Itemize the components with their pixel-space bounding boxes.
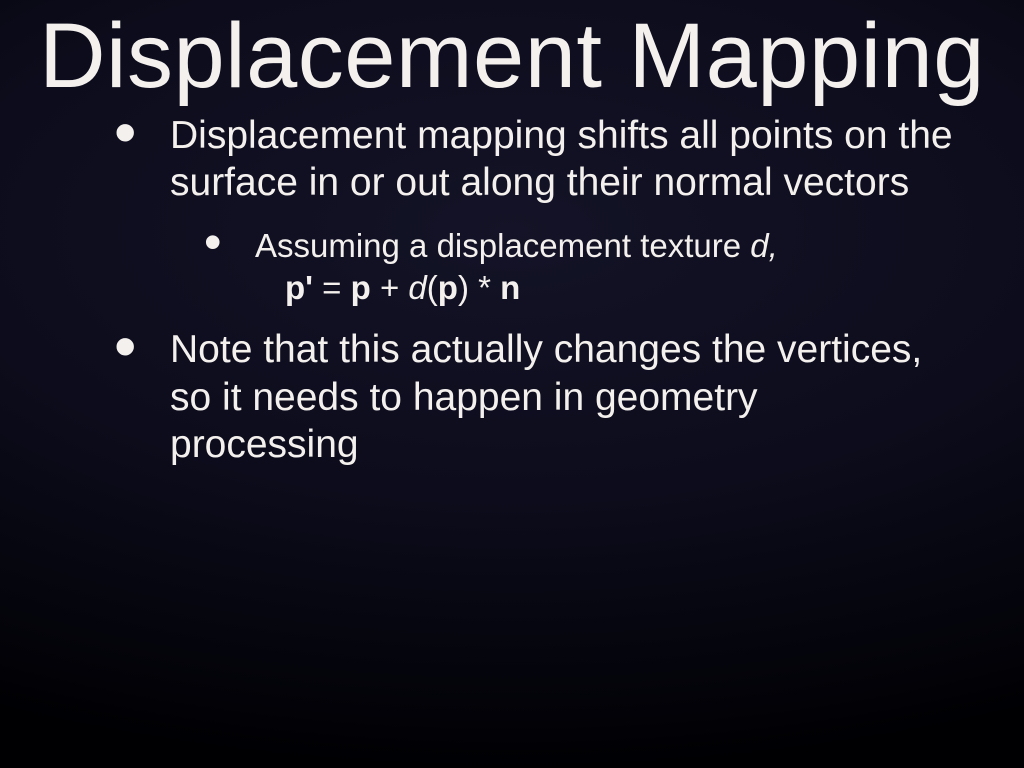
formula-p-arg: p bbox=[438, 269, 458, 306]
formula-line: p' = p + d(p) * n bbox=[285, 267, 954, 309]
formula-p-prime: p' bbox=[285, 269, 313, 306]
formula-n: n bbox=[500, 269, 520, 306]
sub-bullet-list: Assuming a displacement texture d, p' = … bbox=[170, 225, 954, 308]
list-item: Note that this actually changes the vert… bbox=[120, 326, 954, 469]
bullet-text: Note that this actually changes the vert… bbox=[170, 326, 954, 469]
sub-bullet-text: Assuming a displacement texture d, bbox=[255, 225, 954, 267]
formula-p: p bbox=[351, 269, 371, 306]
formula-plus: + bbox=[371, 269, 409, 306]
formula-d: d bbox=[408, 269, 426, 306]
bullet-text: Displacement mapping shifts all points o… bbox=[170, 112, 954, 207]
formula-open-paren: ( bbox=[427, 269, 438, 306]
sub-line1-prefix: Assuming a displacement texture bbox=[255, 227, 750, 264]
list-item: Assuming a displacement texture d, p' = … bbox=[200, 225, 954, 308]
slide-title: Displacement Mapping bbox=[0, 10, 1024, 104]
list-item: Displacement mapping shifts all points o… bbox=[120, 112, 954, 308]
variable-d: d, bbox=[750, 227, 778, 264]
formula-close-mul: ) * bbox=[458, 269, 500, 306]
bullet-list: Displacement mapping shifts all points o… bbox=[0, 112, 1024, 469]
formula-eq: = bbox=[313, 269, 351, 306]
